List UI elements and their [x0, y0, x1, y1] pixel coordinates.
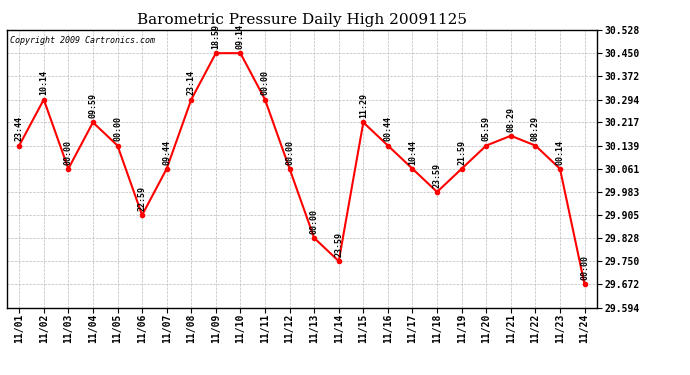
- Text: Copyright 2009 Cartronics.com: Copyright 2009 Cartronics.com: [10, 36, 155, 45]
- Text: 18:59: 18:59: [211, 24, 220, 49]
- Text: 09:59: 09:59: [88, 93, 97, 118]
- Text: 09:44: 09:44: [162, 140, 171, 165]
- Text: 21:59: 21:59: [457, 140, 466, 165]
- Text: 00:14: 00:14: [555, 140, 564, 165]
- Text: 23:14: 23:14: [187, 70, 196, 95]
- Text: 00:00: 00:00: [580, 255, 589, 280]
- Text: 00:44: 00:44: [384, 116, 393, 141]
- Text: 10:14: 10:14: [39, 70, 48, 95]
- Text: 00:00: 00:00: [113, 116, 122, 141]
- Text: 10:44: 10:44: [408, 140, 417, 165]
- Text: 09:14: 09:14: [236, 24, 245, 49]
- Text: 23:59: 23:59: [433, 163, 442, 188]
- Text: 23:44: 23:44: [14, 116, 23, 141]
- Text: 08:29: 08:29: [531, 116, 540, 141]
- Text: 00:00: 00:00: [285, 140, 294, 165]
- Text: 00:00: 00:00: [261, 70, 270, 95]
- Text: 05:59: 05:59: [482, 116, 491, 141]
- Text: 22:59: 22:59: [137, 186, 146, 211]
- Text: 11:29: 11:29: [359, 93, 368, 118]
- Text: 00:00: 00:00: [64, 140, 73, 165]
- Text: 00:00: 00:00: [310, 209, 319, 234]
- Text: 08:29: 08:29: [506, 106, 515, 132]
- Text: 23:59: 23:59: [334, 232, 343, 257]
- Title: Barometric Pressure Daily High 20091125: Barometric Pressure Daily High 20091125: [137, 13, 467, 27]
